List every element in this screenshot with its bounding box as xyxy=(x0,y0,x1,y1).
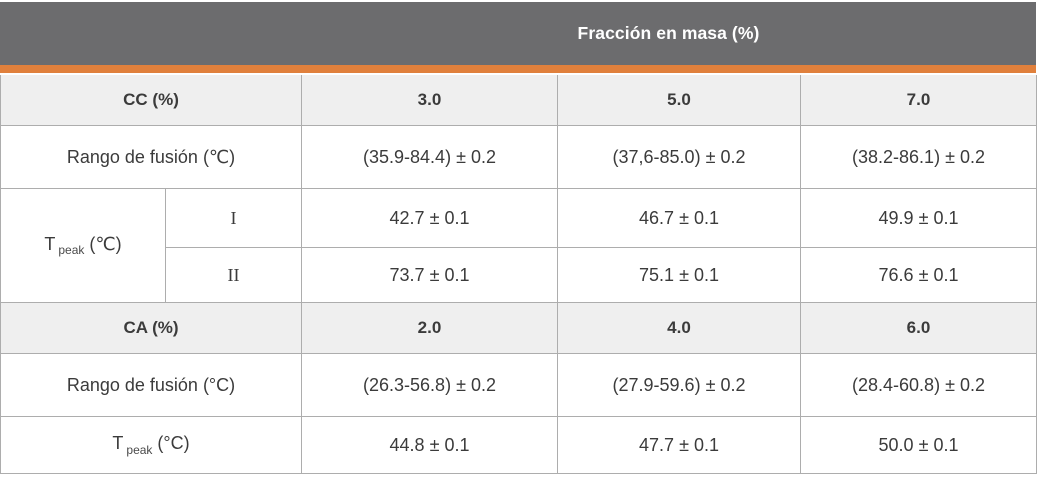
cc-tpeak-row-2: II 73.7 ± 0.1 75.1 ± 0.1 76.6 ± 0.1 xyxy=(1,247,1037,303)
ca-column-header: 6.0 xyxy=(800,302,1037,354)
accent-divider xyxy=(0,65,1036,73)
tpeak-unit: (℃) xyxy=(89,233,122,254)
cc-melting-value: (38.2-86.1) ± 0.2 xyxy=(800,125,1037,189)
cc-tpeak-value: 46.7 ± 0.1 xyxy=(557,188,801,248)
table-container: Fracción en masa (%) CC (%) 3.0 5.0 7.0 … xyxy=(0,2,1037,474)
ca-group-label: CA (%) xyxy=(0,302,302,354)
ca-tpeak-value: 44.8 ± 0.1 xyxy=(301,416,558,474)
cc-tpeak-value: 73.7 ± 0.1 xyxy=(301,247,558,303)
ca-column-header: 4.0 xyxy=(557,302,801,354)
cc-tpeak-value: 42.7 ± 0.1 xyxy=(301,188,558,248)
ca-melting-value: (26.3-56.8) ± 0.2 xyxy=(301,353,558,417)
tpeak-subscript: peak xyxy=(126,442,153,457)
tpeak-subscript: peak xyxy=(58,243,85,258)
cc-tpeak-value: 76.6 ± 0.1 xyxy=(800,247,1037,303)
cc-column-header: 7.0 xyxy=(800,75,1037,126)
ca-melting-value: (28.4-60.8) ± 0.2 xyxy=(800,353,1037,417)
ca-melting-range-label: Rango de fusión (°C) xyxy=(0,353,302,417)
tpeak-symbol: T xyxy=(44,233,56,254)
tpeak-symbol: T xyxy=(112,433,124,454)
cc-column-header: 5.0 xyxy=(557,75,801,126)
cc-column-header: 3.0 xyxy=(301,75,558,126)
ca-tpeak-value: 50.0 ± 0.1 xyxy=(800,416,1037,474)
ca-group-row: CA (%) 2.0 4.0 6.0 xyxy=(0,302,1037,354)
peak-numeral: I xyxy=(165,188,302,248)
ca-melting-value: (27.9-59.6) ± 0.2 xyxy=(557,353,801,417)
cc-melting-value: (37,6-85.0) ± 0.2 xyxy=(557,125,801,189)
cc-tpeak-value: 75.1 ± 0.1 xyxy=(557,247,801,303)
table-title: Fracción en masa (%) xyxy=(577,23,760,43)
cc-melting-range-label: Rango de fusión (℃) xyxy=(0,125,302,189)
cc-group-label: CC (%) xyxy=(0,75,302,126)
ca-column-header: 2.0 xyxy=(301,302,558,354)
cc-tpeak-value: 49.9 ± 0.1 xyxy=(800,188,1037,248)
ca-melting-range-row: Rango de fusión (°C) (26.3-56.8) ± 0.2 (… xyxy=(0,353,1037,417)
cc-group-row: CC (%) 3.0 5.0 7.0 xyxy=(0,75,1037,126)
cc-melting-value: (35.9-84.4) ± 0.2 xyxy=(301,125,558,189)
peak-numeral: II xyxy=(165,247,302,303)
tpeak-unit: (°C) xyxy=(157,433,190,454)
ca-tpeak-value: 47.7 ± 0.1 xyxy=(557,416,801,474)
table-header-band: Fracción en masa (%) xyxy=(0,2,1036,65)
cc-melting-range-row: Rango de fusión (℃) (35.9-84.4) ± 0.2 (3… xyxy=(0,125,1037,189)
properties-table: CC (%) 3.0 5.0 7.0 Rango de fusión (℃) (… xyxy=(0,75,1037,474)
